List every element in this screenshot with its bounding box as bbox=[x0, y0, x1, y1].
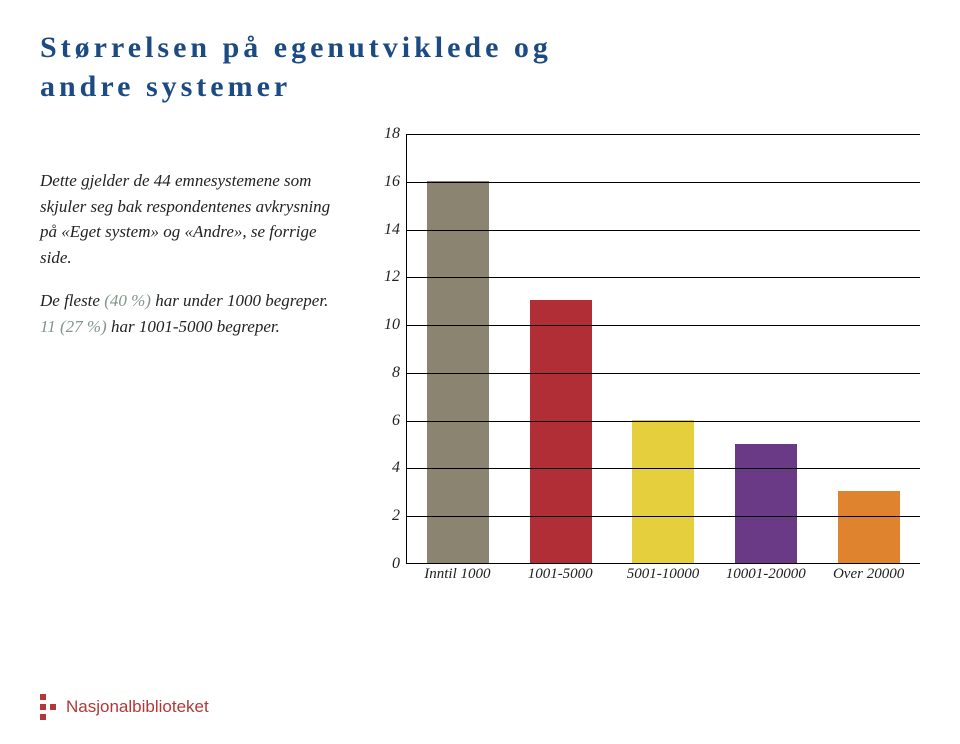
side-text: Dette gjelder de 44 emnesystemene som sk… bbox=[40, 134, 360, 357]
title-line-1: Størrelsen på egenutviklede og bbox=[40, 31, 552, 64]
y-tick-label: 8 bbox=[360, 364, 400, 382]
side-para-2: De fleste (40 %) har under 1000 begreper… bbox=[40, 288, 340, 339]
grid-line bbox=[407, 421, 920, 422]
grid-line bbox=[407, 516, 920, 517]
side-para-2b: (40 %) bbox=[104, 291, 151, 310]
title-line-2: andre systemer bbox=[40, 70, 291, 103]
bar bbox=[838, 491, 900, 563]
footer-logo: Nasjonalbiblioteket bbox=[40, 694, 209, 720]
grid-line bbox=[407, 325, 920, 326]
x-tick-label: 5001-10000 bbox=[613, 566, 713, 594]
bar bbox=[530, 300, 592, 563]
grid-line bbox=[407, 468, 920, 469]
side-para-1: Dette gjelder de 44 emnesystemene som sk… bbox=[40, 168, 340, 270]
bar bbox=[735, 444, 797, 563]
grid-line bbox=[407, 373, 920, 374]
logo-text: Nasjonalbiblioteket bbox=[66, 697, 209, 717]
y-tick-label: 14 bbox=[360, 221, 400, 239]
side-para-3b: har 1001-5000 begreper. bbox=[107, 317, 280, 336]
plot-area bbox=[406, 134, 920, 564]
x-tick-label: Over 20000 bbox=[819, 566, 919, 594]
y-tick-label: 6 bbox=[360, 412, 400, 430]
y-tick-label: 4 bbox=[360, 459, 400, 477]
y-tick-label: 10 bbox=[360, 316, 400, 334]
grid-line bbox=[407, 277, 920, 278]
chart-wrap: Inntil 10001001-50005001-1000010001-2000… bbox=[360, 134, 920, 594]
y-tick-label: 2 bbox=[360, 507, 400, 525]
side-para-2c: har under 1000 begreper. bbox=[151, 291, 328, 310]
grid-line bbox=[407, 230, 920, 231]
side-para-2a: De fleste bbox=[40, 291, 104, 310]
y-tick-label: 16 bbox=[360, 173, 400, 191]
x-tick-label: 1001-5000 bbox=[510, 566, 610, 594]
x-tick-label: Inntil 1000 bbox=[407, 566, 507, 594]
bars-container bbox=[407, 134, 920, 563]
side-para-3a: 11 (27 %) bbox=[40, 317, 107, 336]
y-tick-label: 12 bbox=[360, 268, 400, 286]
page-title: Størrelsen på egenutviklede og andre sys… bbox=[40, 28, 920, 106]
grid-line bbox=[407, 134, 920, 135]
x-tick-label: 10001-20000 bbox=[716, 566, 816, 594]
y-tick-label: 18 bbox=[360, 125, 400, 143]
content-row: Dette gjelder de 44 emnesystemene som sk… bbox=[40, 134, 920, 594]
grid-line bbox=[407, 182, 920, 183]
bar bbox=[632, 420, 694, 563]
y-tick-label: 0 bbox=[360, 555, 400, 573]
x-axis-labels: Inntil 10001001-50005001-1000010001-2000… bbox=[406, 566, 920, 594]
bar-chart: Inntil 10001001-50005001-1000010001-2000… bbox=[360, 134, 920, 594]
logo-icon bbox=[40, 694, 56, 720]
